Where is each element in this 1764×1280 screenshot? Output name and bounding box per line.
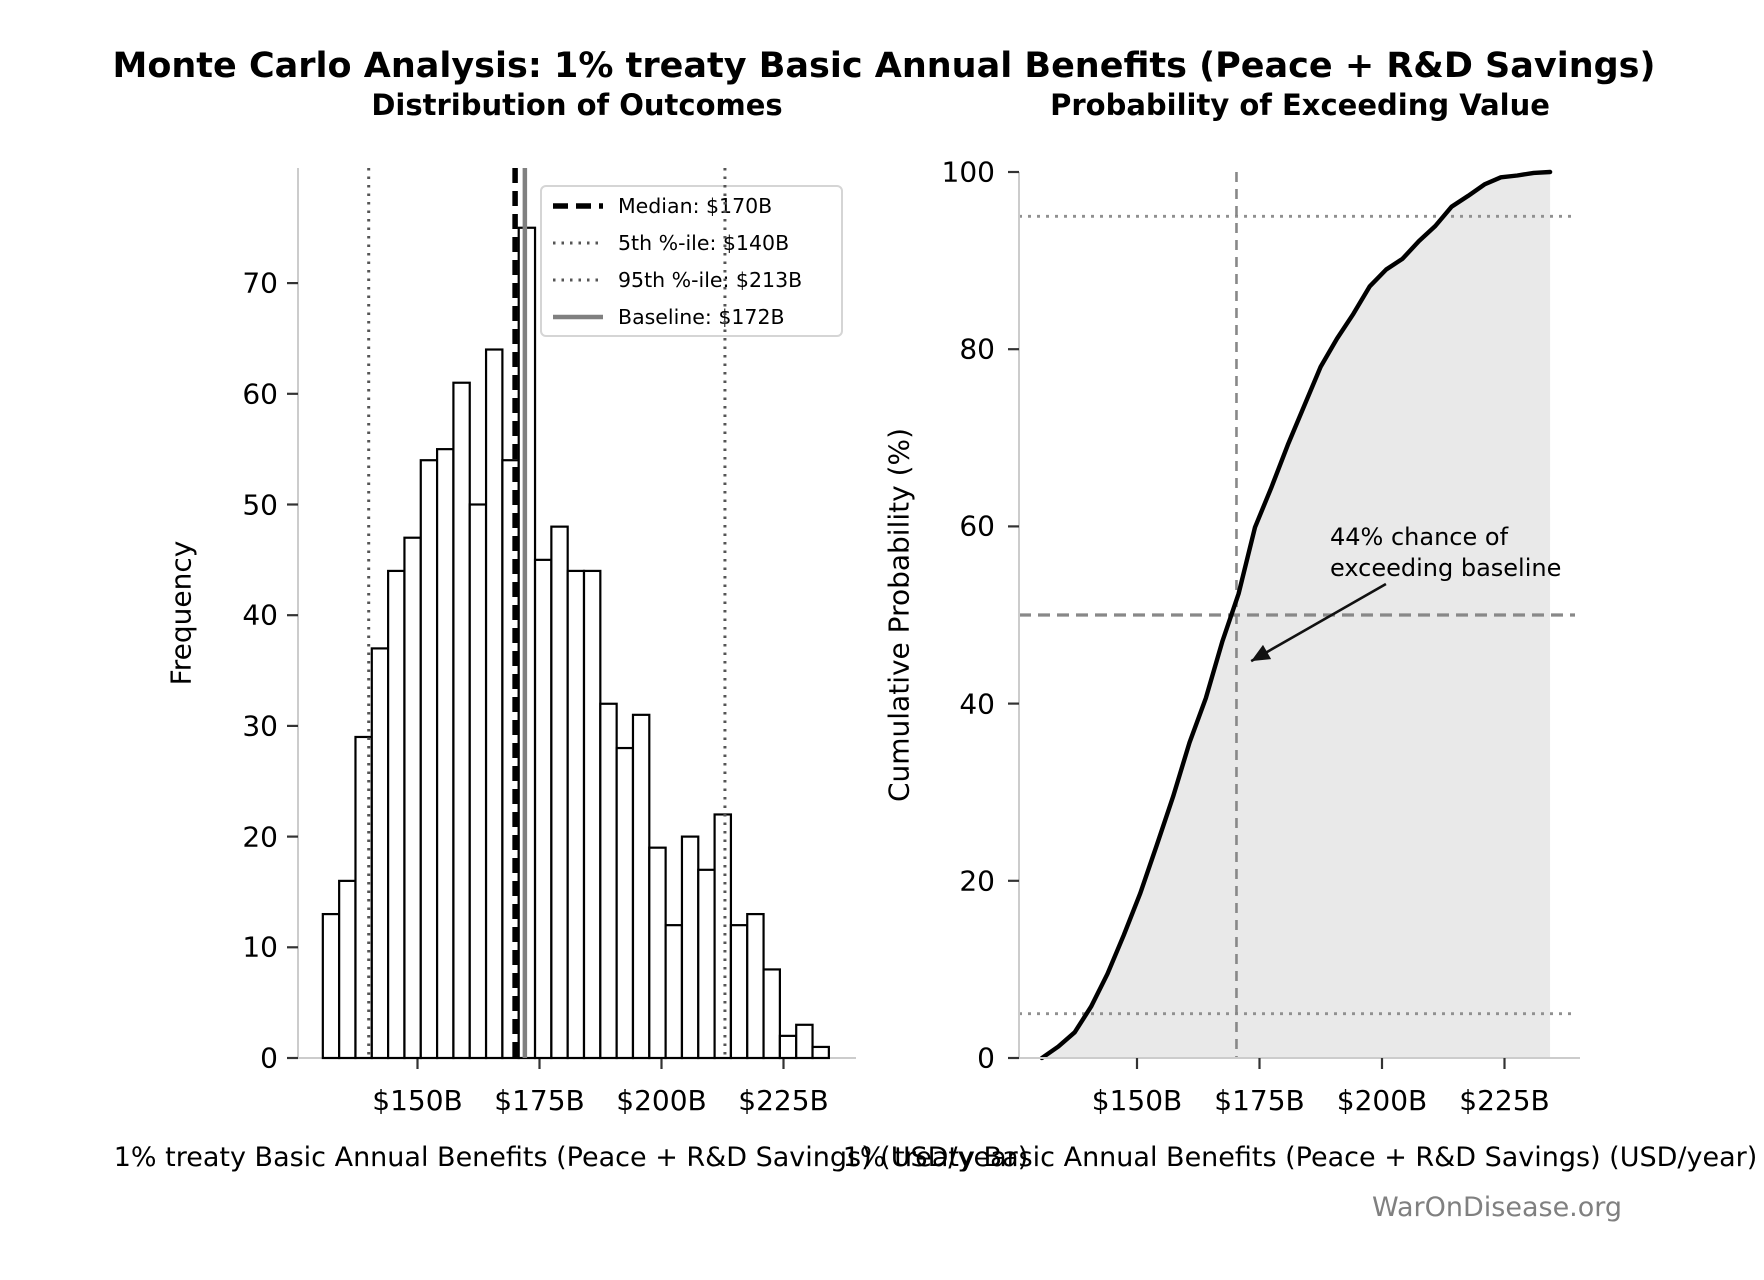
p5-line-sample-icon bbox=[553, 241, 603, 244]
histogram-bar bbox=[550, 525, 569, 1060]
histogram-bar bbox=[403, 536, 422, 1060]
figure-suptitle: Monte Carlo Analysis: 1% treaty Basic An… bbox=[112, 46, 1656, 86]
annotation-arrow-line bbox=[1250, 582, 1387, 663]
cdf-xtick-label: $175B bbox=[1214, 1084, 1305, 1117]
histogram-ytick-label: 0 bbox=[260, 1041, 278, 1075]
histogram-ytick-label: 50 bbox=[242, 488, 278, 521]
histogram-bar bbox=[729, 924, 749, 1060]
legend-item-p5: 5th %-ile: $140B bbox=[552, 224, 841, 261]
legend-item-p95: 95th %-ile: $213B bbox=[552, 261, 841, 298]
histogram-bar bbox=[746, 912, 765, 1060]
legend-label-p5: 5th %-ile: $140B bbox=[618, 230, 790, 255]
cdf-annotation-line1: 44% chance of bbox=[1330, 523, 1509, 551]
histogram-bar bbox=[664, 924, 684, 1060]
legend-label-baseline: Baseline: $172B bbox=[618, 304, 785, 329]
histogram-bar bbox=[795, 1023, 814, 1060]
baseline-line-sample-icon bbox=[553, 314, 603, 319]
histogram-bar bbox=[338, 879, 357, 1060]
cdf-ytick-label: 60 bbox=[959, 509, 995, 543]
median-line-sample-icon bbox=[553, 202, 603, 209]
histogram-bar bbox=[762, 968, 781, 1060]
cdf-xlabel: 1% treaty Basic Annual Benefits (Peace +… bbox=[842, 1142, 1758, 1173]
histogram-ytick-label: 30 bbox=[242, 709, 278, 743]
cdf-ytick-label: 100 bbox=[941, 155, 995, 189]
histogram-bar bbox=[697, 868, 716, 1060]
legend-label-median: Median: $170B bbox=[618, 193, 773, 218]
cdf-annotation: 44% chance of exceeding baseline bbox=[1330, 522, 1561, 584]
histogram-bar bbox=[566, 569, 586, 1060]
histogram-bar bbox=[599, 702, 618, 1060]
histogram-bar bbox=[811, 1045, 830, 1060]
legend-label-p95: 95th %-ile: $213B bbox=[618, 267, 803, 292]
histogram-title: Distribution of Outcomes bbox=[371, 88, 783, 122]
histogram-bar bbox=[484, 348, 504, 1060]
cdf-ytick-label: 20 bbox=[959, 864, 995, 898]
histogram-bar bbox=[387, 569, 406, 1060]
histogram-xtick-label: $225B bbox=[738, 1084, 829, 1117]
histogram-bar bbox=[582, 569, 602, 1060]
cdf-annotation-line2: exceeding baseline bbox=[1330, 554, 1562, 582]
cdf-xtick-label: $225B bbox=[1459, 1084, 1550, 1117]
legend-box: Median: $170B 5th %-ile: $140B 95th %-il… bbox=[540, 185, 843, 337]
cdf-title: Probability of Exceeding Value bbox=[1050, 88, 1550, 122]
histogram-ytick-label: 60 bbox=[242, 377, 278, 411]
histogram-ytick-label: 20 bbox=[242, 820, 278, 854]
histogram-bar bbox=[321, 912, 341, 1060]
cdf-xtick-label: $200B bbox=[1336, 1084, 1428, 1117]
p95-line-sample-icon bbox=[553, 278, 603, 281]
cdf-ytick-label: 80 bbox=[959, 332, 995, 366]
histogram-bar bbox=[435, 448, 455, 1060]
histogram-xtick-label: $175B bbox=[494, 1084, 585, 1117]
histogram-xtick-label: $200B bbox=[616, 1084, 707, 1117]
cdf-xtick-label: $150B bbox=[1091, 1084, 1183, 1117]
histogram-bar bbox=[468, 503, 488, 1060]
histogram-bar bbox=[680, 835, 700, 1060]
histogram-bar bbox=[452, 381, 471, 1060]
annotation-arrowhead-icon bbox=[1251, 644, 1272, 662]
histogram-xtick-label: $150B bbox=[372, 1084, 463, 1117]
histogram-ytick-label: 40 bbox=[242, 598, 278, 632]
histogram-xlabel: 1% treaty Basic Annual Benefits (Peace +… bbox=[113, 1142, 1029, 1173]
watermark: WarOnDisease.org bbox=[1372, 1192, 1623, 1223]
histogram-bar bbox=[713, 813, 733, 1060]
cdf-ytick-label: 0 bbox=[977, 1041, 995, 1075]
histogram-bar bbox=[370, 647, 390, 1060]
histogram-bar bbox=[615, 746, 635, 1060]
histogram-bar bbox=[631, 713, 651, 1060]
histogram-ytick-label: 70 bbox=[242, 266, 278, 300]
histogram-bar bbox=[419, 459, 439, 1060]
histogram-bar bbox=[648, 846, 667, 1060]
legend-item-baseline: Baseline: $172B bbox=[552, 298, 841, 335]
histogram-bar bbox=[533, 558, 553, 1060]
histogram-ytick-label: 10 bbox=[242, 930, 278, 964]
cdf-ytick-label: 40 bbox=[959, 687, 995, 721]
legend-item-median: Median: $170B bbox=[552, 187, 841, 224]
histogram-bar bbox=[778, 1034, 798, 1060]
cdf-curve bbox=[1039, 169, 1553, 1061]
